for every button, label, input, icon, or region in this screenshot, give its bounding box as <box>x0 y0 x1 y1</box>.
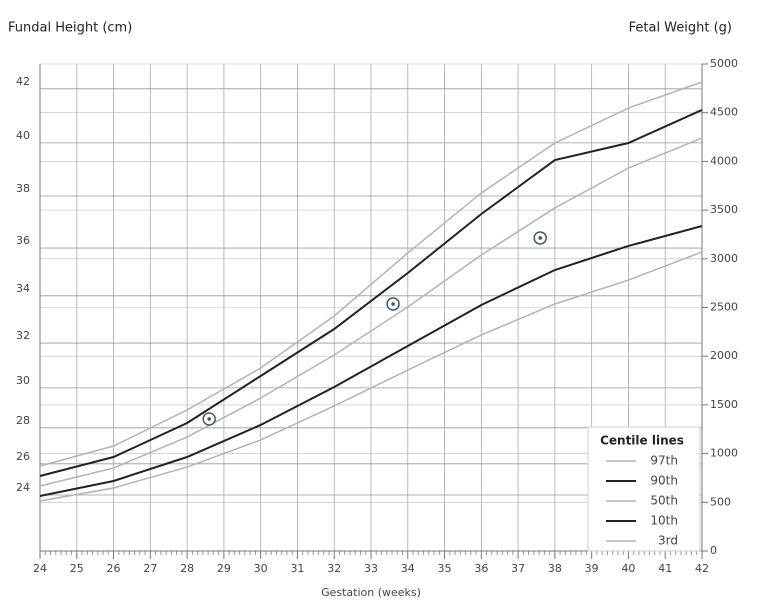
y2-tick-label: 3000 <box>710 252 738 265</box>
y2-tick-label: 4500 <box>710 106 738 119</box>
x-tick-label: 36 <box>474 562 488 575</box>
x-tick-label: 33 <box>364 562 378 575</box>
centile-line <box>39 251 703 502</box>
centile-line <box>39 137 703 487</box>
y2-tick-label: 500 <box>710 495 731 508</box>
x-tick-label: 39 <box>585 562 599 575</box>
x-tick-label: 29 <box>217 562 231 575</box>
legend-box <box>587 426 701 552</box>
x-tick-label: 34 <box>401 562 415 575</box>
y-axis-title: Fundal Height (cm) <box>8 21 132 36</box>
x-tick-label: 24 <box>33 562 47 575</box>
x-tick-label: 42 <box>695 562 709 575</box>
legend-label: 90th <box>650 474 678 488</box>
legend-label: 97th <box>650 454 678 468</box>
point-dot <box>207 417 211 421</box>
x-tick-label: 35 <box>438 562 452 575</box>
y2-axis-title: Fetal Weight (g) <box>629 21 732 36</box>
legend-label: 50th <box>650 494 678 508</box>
y2-tick-label: 3500 <box>710 203 738 216</box>
centile-line <box>39 81 703 467</box>
point-dot <box>391 302 395 306</box>
y-tick-label: 32 <box>16 329 30 342</box>
y2-tick-label: 4000 <box>710 154 738 167</box>
y-tick-label: 28 <box>16 414 30 427</box>
measurement-point <box>533 231 547 245</box>
y-tick-label: 30 <box>16 374 30 387</box>
legend-label: 3rd <box>658 534 678 548</box>
y-tick-label: 40 <box>16 129 30 142</box>
y2-tick-label: 2000 <box>710 349 738 362</box>
point-dot <box>538 236 542 240</box>
x-tick-label: 27 <box>143 562 157 575</box>
x-tick-label: 32 <box>327 562 341 575</box>
y-tick-label: 26 <box>16 450 30 463</box>
centile-line <box>39 109 703 477</box>
centile-line <box>39 225 703 497</box>
y-tick-label: 42 <box>16 75 30 88</box>
x-tick-label: 31 <box>290 562 304 575</box>
x-tick-label: 25 <box>70 562 84 575</box>
y2-tick-label: 5000 <box>710 57 738 70</box>
legend-label: 10th <box>650 514 678 528</box>
y2-tick-label: 1500 <box>710 398 738 411</box>
y-tick-label: 38 <box>16 182 30 195</box>
x-axis-title: Gestation (weeks) <box>321 586 421 599</box>
x-tick-label: 26 <box>107 562 121 575</box>
measurement-point <box>202 412 216 426</box>
y2-tick-label: 0 <box>710 544 717 557</box>
legend-title: Centile lines <box>600 434 684 448</box>
y-tick-label: 36 <box>16 234 30 247</box>
y-tick-label: 34 <box>16 282 30 295</box>
x-tick-label: 30 <box>254 562 268 575</box>
x-tick-label: 38 <box>548 562 562 575</box>
x-tick-label: 41 <box>658 562 672 575</box>
y-tick-label: 24 <box>16 481 30 494</box>
y2-tick-label: 2500 <box>710 301 738 314</box>
measurement-point <box>386 297 400 311</box>
x-tick-label: 37 <box>511 562 525 575</box>
x-tick-label: 28 <box>180 562 194 575</box>
x-tick-label: 40 <box>621 562 635 575</box>
y2-tick-label: 1000 <box>710 447 738 460</box>
